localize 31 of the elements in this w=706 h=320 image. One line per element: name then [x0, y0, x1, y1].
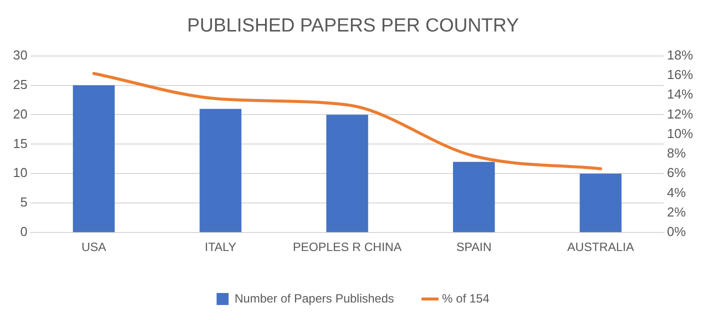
legend-label: Number of Papers Publisheds: [234, 291, 394, 306]
y2-tick-label: 4%: [666, 184, 686, 200]
y2-tick-label: 16%: [666, 67, 694, 82]
y-tick-label: 0: [20, 224, 28, 240]
y-tick-label: 25: [12, 76, 28, 92]
x-tick-label: PEOPLES R CHINA: [292, 240, 402, 254]
line-series: [92, 72, 602, 170]
x-tick-label: USA: [81, 240, 106, 254]
bar: [326, 114, 368, 232]
y2-tick-label: 18%: [666, 47, 694, 62]
y-tick-label: 15: [12, 136, 28, 151]
y2-tick-label: 8%: [666, 146, 686, 161]
y-tick-label: 5: [20, 194, 28, 210]
y2-tick-label: 0%: [666, 224, 686, 240]
y2-tick-label: 10%: [666, 126, 694, 141]
y-tick-label: 30: [12, 47, 28, 62]
x-tick-label: AUSTRALIA: [567, 240, 634, 254]
chart-title: PUBLISHED PAPERS PER COUNTRY: [187, 16, 520, 37]
y2-tick-label: 14%: [666, 86, 694, 102]
y-tick-label: 10: [12, 165, 28, 180]
y2-tick-label: 6%: [666, 165, 686, 180]
bar: [200, 108, 242, 232]
bar: [580, 174, 622, 232]
y2-tick-label: 2%: [666, 204, 686, 220]
bar: [72, 85, 115, 232]
legend-label: % of 154: [442, 291, 490, 306]
y2-tick-label: 12%: [666, 106, 694, 122]
bar: [453, 162, 495, 232]
x-tick-label: SPAIN: [456, 240, 492, 254]
x-tick-label: ITALY: [204, 240, 236, 254]
y-tick-label: 20: [12, 106, 28, 122]
